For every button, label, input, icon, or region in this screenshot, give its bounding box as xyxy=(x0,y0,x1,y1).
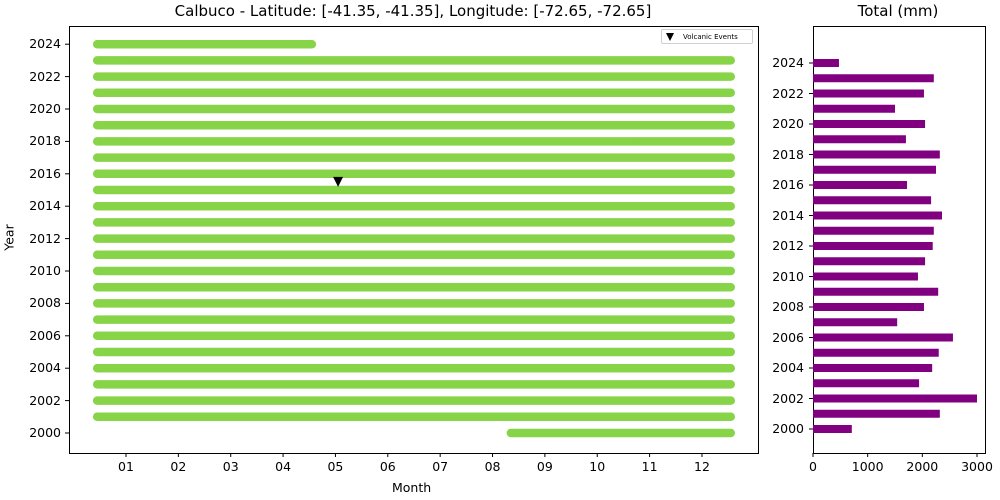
y-tick-label: 2010 xyxy=(29,263,61,278)
chart-legend: Volcanic Events xyxy=(661,29,753,44)
total-precip-bar xyxy=(813,303,924,311)
total-precip-bar xyxy=(813,135,906,144)
y-tick-label: 2008 xyxy=(29,295,61,311)
x-tick-label: 2000 xyxy=(906,459,939,474)
x-tick-label: 08 xyxy=(484,459,501,474)
total-precip-bar xyxy=(813,364,933,372)
y-tick-label: 2022 xyxy=(772,85,804,101)
x-tick-label: 1000 xyxy=(851,459,884,474)
x-tick-label: 03 xyxy=(222,459,239,474)
x-tick-label: 06 xyxy=(379,459,396,474)
y-tick-label: 2004 xyxy=(29,360,61,376)
legend-label: Volcanic Events xyxy=(683,32,738,41)
x-tick-label: 02 xyxy=(170,459,187,474)
total-precip-bar xyxy=(813,89,924,98)
y-tick-label: 2018 xyxy=(29,133,61,149)
x-tick-label: 01 xyxy=(118,459,134,474)
timeline-chart-title: Calbuco - Latitude: [-41.35, -41.35], Lo… xyxy=(174,2,652,20)
total-precip-bar xyxy=(813,59,839,67)
total-precip-bar xyxy=(813,379,920,388)
total-precip-bar xyxy=(813,74,934,83)
x-tick-label: 12 xyxy=(694,459,710,474)
y-tick-label: 2002 xyxy=(29,392,61,408)
y-tick-label: 2006 xyxy=(29,327,61,343)
y-tick-label: 2012 xyxy=(29,230,61,246)
y-tick-label: 2000 xyxy=(772,421,804,436)
y-tick-label: 2000 xyxy=(29,425,61,440)
volcanic-event-marker xyxy=(333,176,344,187)
y-tick-label: 2010 xyxy=(772,268,804,284)
x-tick-label: 07 xyxy=(432,459,449,474)
x-tick-label: 09 xyxy=(536,459,553,474)
total-precip-bar xyxy=(813,394,977,403)
totals-chart-title: Total (mm) xyxy=(857,2,939,20)
y-tick-label: 2012 xyxy=(772,238,804,253)
triangle-down-icon xyxy=(666,32,674,41)
y-tick-label: 2004 xyxy=(772,360,804,375)
total-precip-bar xyxy=(813,425,852,433)
total-precip-bar xyxy=(813,409,940,418)
total-precip-bar xyxy=(813,104,895,113)
total-precip-bar xyxy=(813,211,943,220)
y-tick-label: 2014 xyxy=(29,198,61,214)
totals-plot-area xyxy=(813,26,986,454)
y-tick-label: 2016 xyxy=(772,177,804,192)
y-tick-label: 2020 xyxy=(772,116,804,131)
y-tick-label: 2002 xyxy=(772,390,804,406)
total-precip-bar xyxy=(813,181,908,189)
total-precip-bar xyxy=(813,165,936,174)
timeline-plot-area xyxy=(69,26,759,454)
total-precip-bar xyxy=(813,348,939,357)
y-tick-label: 2022 xyxy=(29,68,61,84)
x-tick-label: 3000 xyxy=(961,459,993,474)
total-precip-bar xyxy=(813,226,934,235)
total-precip-bar xyxy=(813,272,918,281)
y-tick-label: 2024 xyxy=(772,55,804,70)
y-tick-label: 2014 xyxy=(772,207,804,223)
y-tick-label: 2008 xyxy=(772,299,804,314)
y-tick-label: 2016 xyxy=(29,165,61,181)
x-tick-label: 05 xyxy=(327,459,344,474)
x-tick-label: 10 xyxy=(589,459,606,474)
x-tick-label: 11 xyxy=(641,459,658,474)
x-tick-label: 04 xyxy=(275,459,292,474)
total-precip-bar xyxy=(813,287,939,296)
y-tick-label: 2024 xyxy=(29,36,61,52)
total-precip-bar xyxy=(813,333,953,342)
y-tick-label: 2018 xyxy=(772,146,804,162)
x-tick-label: 0 xyxy=(809,459,817,474)
total-precip-bar xyxy=(813,120,926,128)
total-precip-bar xyxy=(813,318,898,327)
total-precip-bar xyxy=(813,257,926,266)
total-precip-bar xyxy=(813,196,932,205)
y-tick-label: 2006 xyxy=(772,329,804,345)
y-tick-label: 2020 xyxy=(29,101,61,116)
x-axis-label-month: Month xyxy=(392,480,432,495)
total-precip-bar xyxy=(813,150,940,159)
total-precip-bar xyxy=(813,242,933,250)
